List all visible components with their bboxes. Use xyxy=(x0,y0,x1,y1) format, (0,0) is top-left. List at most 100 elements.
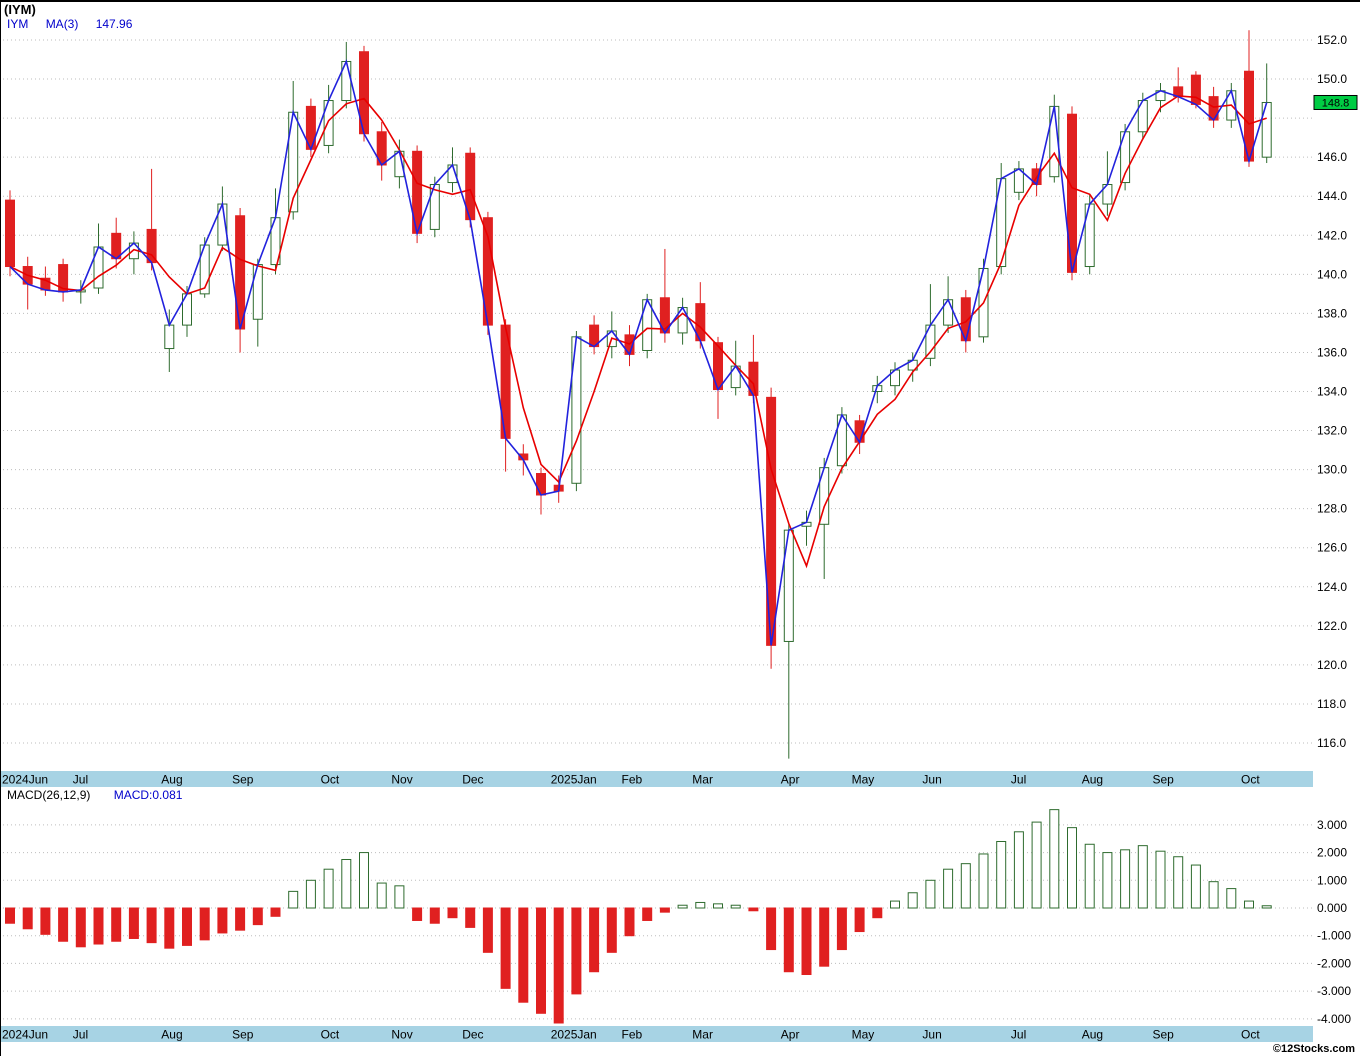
macd-bar xyxy=(890,900,900,909)
price-badge xyxy=(1313,94,1358,110)
macd-axis-label: -2.000 xyxy=(1317,956,1351,970)
legend-symbol: IYM xyxy=(7,17,29,31)
candle xyxy=(58,258,69,302)
macd-bar xyxy=(1173,856,1184,909)
macd-bar xyxy=(783,907,794,973)
macd-bar xyxy=(907,892,918,909)
macd-bar xyxy=(836,907,847,951)
price-axis-label: 142.0 xyxy=(1317,228,1347,242)
macd-bars-layer xyxy=(5,809,1272,1024)
macd-bar xyxy=(925,879,936,909)
macd-bar xyxy=(1208,881,1219,909)
month-label: Jul xyxy=(1011,773,1026,787)
macd-bar xyxy=(1155,850,1166,909)
price-axis-label: 116.0 xyxy=(1317,736,1346,750)
macd-bar xyxy=(465,907,476,928)
candle xyxy=(1013,161,1024,201)
macd-bar xyxy=(146,907,157,944)
price-axis-label: 122.0 xyxy=(1317,619,1347,633)
month-label: Jul xyxy=(73,1028,88,1042)
month-label: 2025Jan xyxy=(551,773,597,787)
macd-bar xyxy=(713,903,723,909)
macd-bar xyxy=(93,907,104,945)
month-label: Aug xyxy=(161,773,182,787)
month-label: Oct xyxy=(1241,1028,1260,1042)
price-axis-label: 118.0 xyxy=(1317,697,1346,711)
month-label: Aug xyxy=(1082,773,1103,787)
macd-bar xyxy=(589,907,600,973)
month-label: Oct xyxy=(321,1028,340,1042)
macd-bar xyxy=(164,907,175,949)
macd-bar xyxy=(1244,900,1254,909)
macd-bar xyxy=(252,907,263,926)
macd-bar xyxy=(376,882,387,909)
macd-bar xyxy=(182,907,192,946)
price-badge-value: 148.8 xyxy=(1322,97,1350,109)
price-axis-label: 120.0 xyxy=(1317,658,1347,672)
candle xyxy=(890,362,900,396)
candle-body xyxy=(5,199,15,268)
macd-bar xyxy=(1137,845,1148,909)
month-label: Nov xyxy=(391,773,412,787)
macd-bar xyxy=(1084,843,1095,909)
candle xyxy=(252,258,263,347)
legend-ma-value: 147.96 xyxy=(95,17,133,31)
macd-bar xyxy=(766,907,777,951)
month-label: Sep xyxy=(1153,1028,1175,1042)
price-axis-label: 140.0 xyxy=(1317,267,1347,281)
candle xyxy=(111,217,122,269)
macd-value-label: MACD:0.081 xyxy=(113,788,183,802)
price-axis-label: 124.0 xyxy=(1317,580,1347,594)
macd-bar xyxy=(801,907,812,976)
macd-bar xyxy=(571,907,582,995)
macd-bar xyxy=(5,907,15,924)
macd-bar xyxy=(359,852,369,909)
candles-layer xyxy=(5,30,1272,759)
macd-bar xyxy=(75,907,86,948)
macd-bar xyxy=(429,907,440,924)
macd-bar xyxy=(695,901,706,909)
price-line xyxy=(9,59,1268,646)
macd-bar xyxy=(606,907,617,953)
candle xyxy=(447,147,458,193)
macd-bar xyxy=(58,907,69,942)
macd-bar xyxy=(996,840,1007,909)
month-label: May xyxy=(852,1028,875,1042)
macd-bar xyxy=(536,907,546,1014)
macd-bar xyxy=(1102,852,1113,909)
macd-bar xyxy=(872,907,883,919)
price-axis-label: 134.0 xyxy=(1317,385,1347,399)
month-label: Apr xyxy=(781,773,800,787)
macd-bar xyxy=(1067,827,1077,909)
candle-body xyxy=(536,473,546,496)
candle xyxy=(465,147,476,228)
month-label: 2024Jun xyxy=(2,773,48,787)
macd-axis-label: -4.000 xyxy=(1317,1012,1351,1026)
macd-bar xyxy=(199,907,210,941)
month-label: Sep xyxy=(232,773,254,787)
copyright-credit: ©12Stocks.com xyxy=(1272,1043,1355,1055)
ma3-line xyxy=(9,95,1267,569)
month-label: Feb xyxy=(622,1028,643,1042)
month-label: May xyxy=(852,773,875,787)
macd-bar xyxy=(642,907,653,921)
month-label: Oct xyxy=(321,773,340,787)
price-legend: IYM MA(3) 147.96 xyxy=(7,17,146,31)
macd-bar xyxy=(960,863,971,909)
macd-bar xyxy=(1049,809,1060,909)
macd-bar xyxy=(22,907,33,930)
macd-bar xyxy=(412,907,423,921)
month-label: Feb xyxy=(622,773,643,787)
macd-axis-label: 3.000 xyxy=(1317,818,1347,832)
macd-bar xyxy=(730,904,741,909)
month-band-bottom xyxy=(1,1026,1313,1042)
macd-bar xyxy=(819,907,830,967)
price-axis-label: 150.0 xyxy=(1317,72,1347,86)
price-axis-label: 130.0 xyxy=(1317,463,1347,477)
month-label: Sep xyxy=(232,1028,254,1042)
legend-ma-label: MA(3) xyxy=(45,17,79,31)
macd-bar xyxy=(270,907,281,917)
macd-bar xyxy=(1031,821,1042,909)
